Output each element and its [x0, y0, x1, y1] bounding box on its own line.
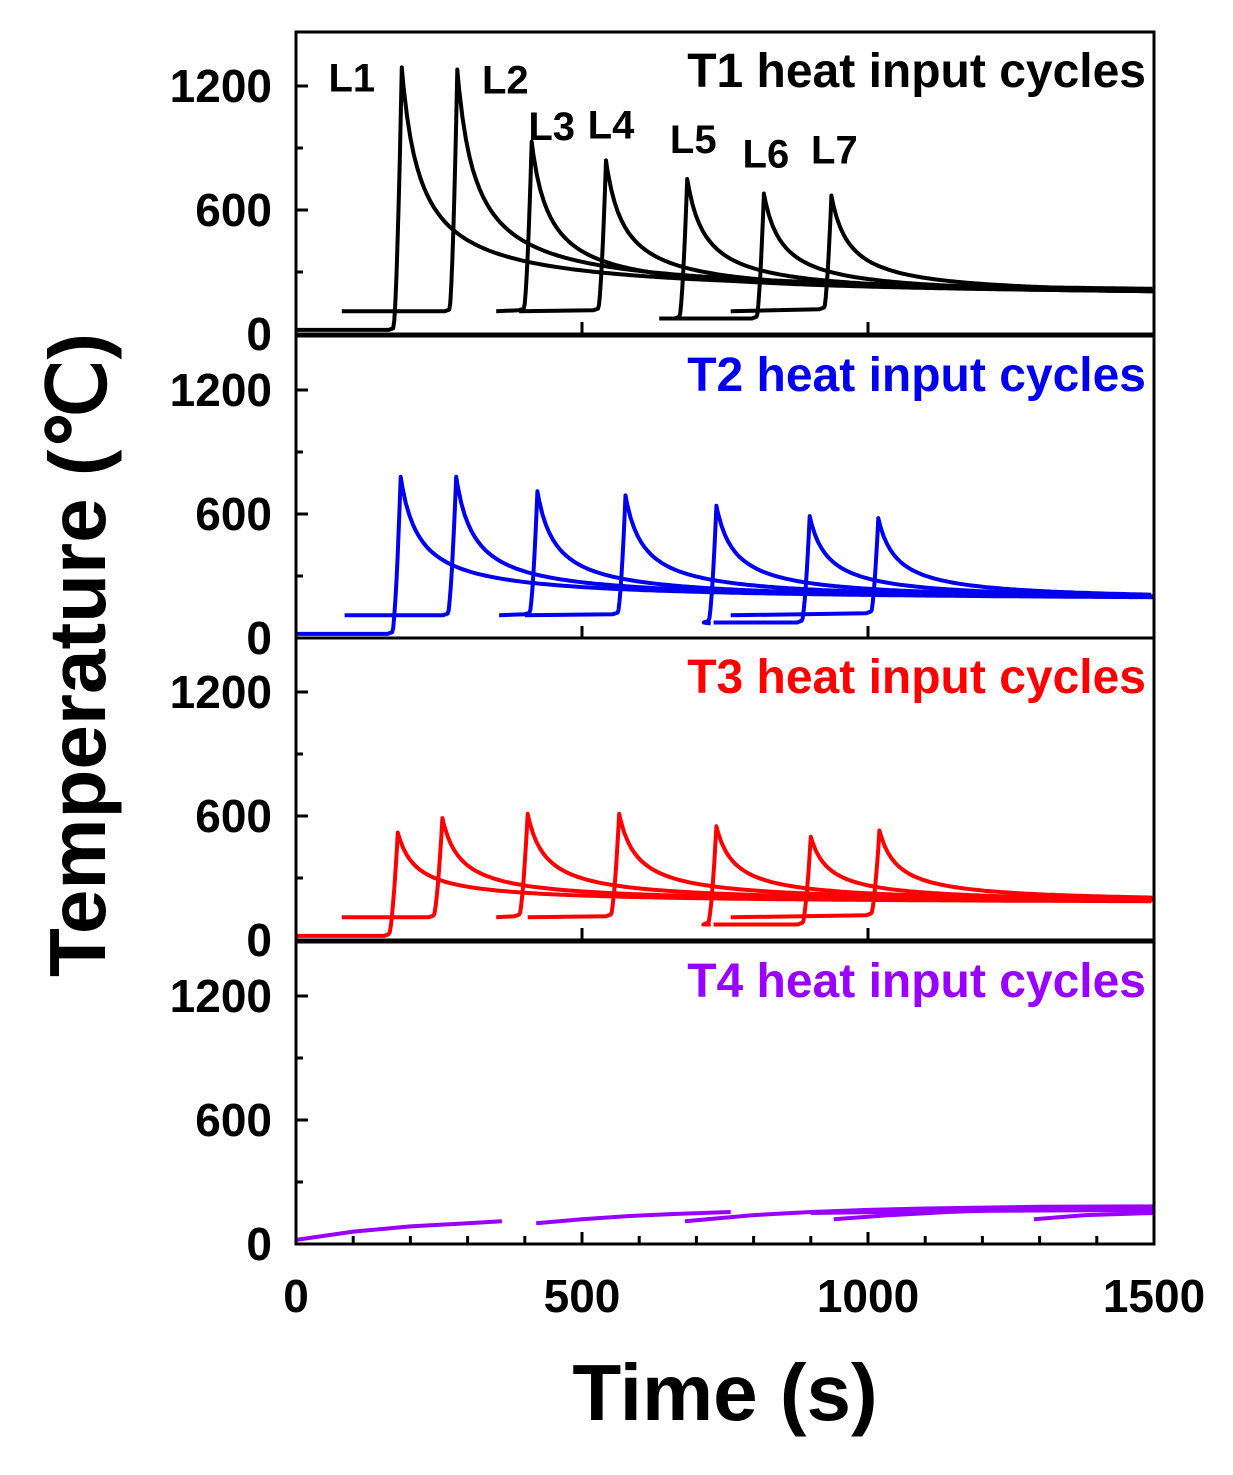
peak-label-l2: L2	[482, 58, 529, 102]
x-tick-label: 1000	[817, 1270, 919, 1322]
series-line-l5	[701, 824, 1154, 927]
x-tick-label: 1500	[1103, 1270, 1205, 1322]
series-line-l7	[730, 193, 1153, 314]
series-line-seg6	[810, 1207, 1154, 1215]
series-line-l7	[730, 828, 1153, 920]
panel-title: T2 heat input cycles	[687, 349, 1146, 402]
series-line-seg2	[536, 1210, 731, 1226]
panel-series	[296, 811, 1154, 938]
series-line-l2	[341, 67, 1153, 314]
x-tick-label: 500	[544, 1270, 621, 1322]
x-tick-label: 0	[283, 1270, 309, 1322]
peak-label-l5: L5	[670, 118, 717, 162]
y-tick-label: 1200	[170, 666, 272, 718]
peak-label-l7: L7	[811, 129, 858, 173]
panel-3: 0 600 1200 T3 heat input cycles	[170, 636, 1156, 966]
y-tick-label: 0	[246, 1218, 272, 1270]
y-tick-label: 600	[195, 184, 272, 236]
peak-label-l6: L6	[743, 132, 790, 176]
series-line-l6	[664, 191, 1154, 321]
series-line-l1	[296, 474, 1154, 636]
series-line-l4	[524, 493, 1153, 618]
panel-title: T1 heat input cycles	[687, 45, 1146, 98]
series-line-l5	[659, 177, 1153, 321]
y-tick-label: 0	[246, 914, 272, 966]
series-line-seg3	[684, 1204, 1154, 1224]
y-tick-label: 600	[195, 1094, 272, 1146]
panel-4: 0 600 1200 T4 heat input cycles	[170, 940, 1156, 1270]
peak-label-l1: L1	[328, 56, 375, 100]
y-axis-title: Temperature (℃)	[33, 333, 122, 977]
series-line-l7	[730, 516, 1152, 618]
peak-label-l4: L4	[588, 103, 635, 147]
panel-series	[296, 65, 1154, 332]
panel-series	[296, 474, 1154, 636]
series-line-l6	[713, 834, 1153, 927]
series-line-seg1	[296, 1219, 503, 1242]
y-tick-label: 1200	[170, 60, 272, 112]
panel-frame	[294, 30, 1156, 336]
x-axis-title: Time (s)	[572, 1348, 877, 1437]
y-tick-label: 1200	[170, 364, 272, 416]
panel-title: T3 heat input cycles	[687, 651, 1146, 704]
y-tick-label: 600	[195, 488, 272, 540]
y-tick-label: 1200	[170, 970, 272, 1022]
panel-frame	[294, 940, 1156, 1246]
peak-label-l3: L3	[528, 105, 575, 149]
panel-series	[296, 1204, 1154, 1242]
x-axis: 0 500 1000 1500	[283, 1270, 1205, 1322]
panel-title: T4 heat input cycles	[687, 955, 1146, 1008]
series-line-l5	[701, 503, 1154, 626]
y-tick-label: 600	[195, 790, 272, 842]
y-tick-label: 0	[246, 308, 272, 360]
panel-2: 0 600 1200 T2 heat input cycles	[170, 334, 1156, 664]
y-tick-label: 0	[246, 612, 272, 664]
panel-frame	[294, 636, 1156, 942]
series-line-seg5	[1033, 1211, 1154, 1222]
series-line-l6	[713, 514, 1152, 625]
